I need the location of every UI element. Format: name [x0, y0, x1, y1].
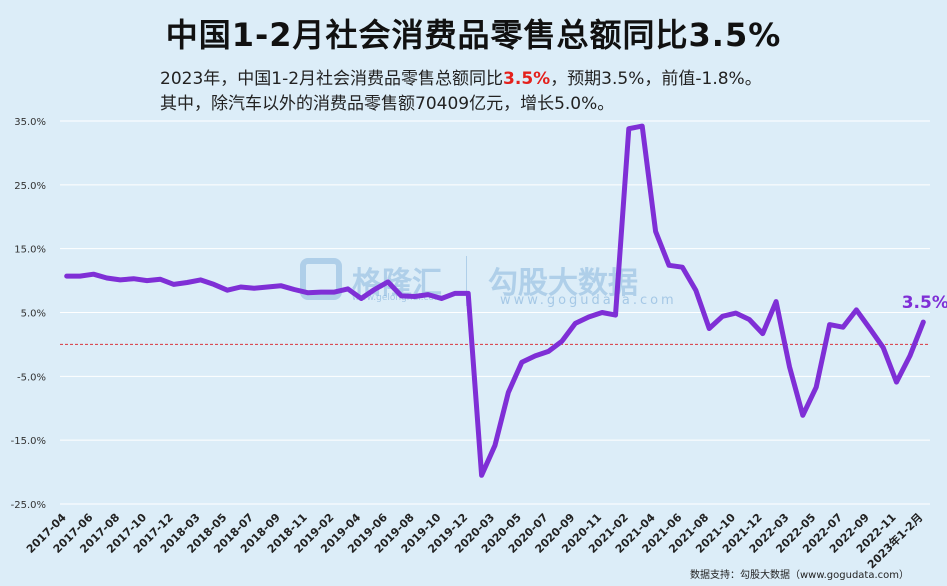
watermark-brand-gogudata: 勾股大数据	[488, 266, 638, 301]
subtitle-line-1: 2023年，中国1-2月社会消费品零售总额同比3.5%，预期3.5%，前值-1.…	[160, 64, 762, 89]
y-tick-label: 5.0%	[21, 309, 46, 320]
y-tick-label: 35.0%	[14, 117, 46, 128]
series-line	[64, 123, 926, 478]
y-tick-label: -25.0%	[11, 500, 46, 511]
subtitle-suffix: ，预期3.5%，前值-1.8%。	[550, 69, 762, 89]
subtitle-prefix: 2023年，中国1-2月社会消费品零售总额同比	[160, 69, 504, 89]
data-source-note: 数据支持：勾股大数据（www.gogudata.com）	[690, 570, 910, 581]
gelonghui-logo-icon	[300, 258, 342, 300]
watermark-url-gogudata: www.gogudata.com	[500, 293, 677, 308]
subtitle-line-2: 其中，除汽车以外的消费品零售额70409亿元，增长5.0%。	[160, 94, 615, 114]
y-tick-label: 15.0%	[14, 245, 46, 256]
watermark-divider	[466, 256, 467, 306]
watermark-url-gelonghui: www.gelonghui.com	[352, 293, 443, 303]
subtitle-highlight-value: 3.5%	[503, 69, 551, 89]
y-tick-label: -15.0%	[11, 436, 46, 447]
chart-title: 中国1-2月社会消费品零售总额同比3.5%	[165, 16, 782, 54]
y-tick-label: 25.0%	[14, 181, 46, 192]
end-value-label: 3.5%	[902, 293, 947, 313]
y-tick-label: -5.0%	[17, 372, 46, 383]
